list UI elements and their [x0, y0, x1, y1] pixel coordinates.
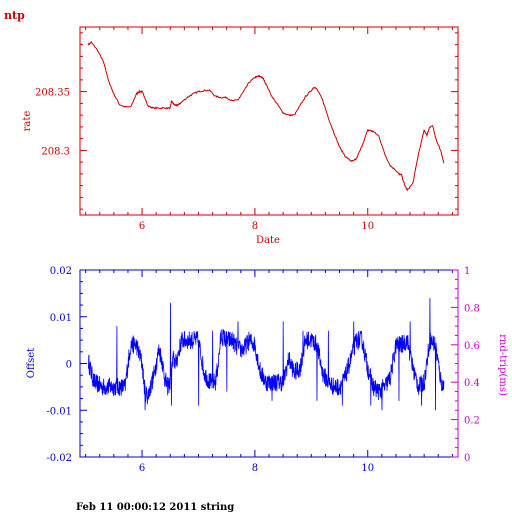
- rate-y-tick-label: 208.35: [35, 88, 70, 99]
- rnd-trip-tick-label: 0.6: [464, 341, 480, 352]
- rate-y-axis-label: rate: [22, 111, 33, 132]
- rate-tick-labels: 6 8 10 208.3 208.35: [35, 88, 374, 232]
- offset-x-tick-label: 10: [361, 463, 374, 474]
- offset-plot-frame: [79, 269, 459, 458]
- rate-x-tick-label: 8: [252, 221, 258, 232]
- offset-y-tick-label: -0.02: [46, 453, 72, 464]
- rate-panel: 6 8 10 208.3 208.35 Date rate: [22, 26, 459, 246]
- offset-y-tick-label: 0: [66, 360, 72, 371]
- rate-x-axis-label: Date: [256, 235, 280, 246]
- offset-panel: 6 8 10 -0.02 -0.01 0 0.01 0.02 0 0.2 0.4 0.6 0.8 1 O…: [26, 266, 508, 474]
- rnd-trip-tick-label: 0.8: [464, 303, 480, 314]
- ntp-header-label: ntp: [4, 9, 25, 22]
- rate-y-tick-label: 208.3: [41, 146, 70, 157]
- rate-series-line: [88, 41, 445, 192]
- offset-axis-ticks: [80, 269, 458, 458]
- rate-axis-ticks: [80, 27, 458, 215]
- rate-x-tick-label: 10: [361, 221, 374, 232]
- offset-y-tick-label: 0.01: [50, 313, 72, 324]
- rate-plot-frame: [79, 26, 459, 216]
- rnd-trip-tick-label: 0.2: [464, 416, 480, 427]
- rnd-trip-tick-labels: 0 0.2 0.4 0.6 0.8 1: [464, 266, 480, 464]
- footer-timestamp: Feb 11 00:00:12 2011 string: [76, 502, 234, 512]
- offset-y-axis-label: Offset: [26, 348, 37, 378]
- rnd-trip-tick-label: 1: [464, 266, 470, 277]
- offset-x-tick-label: 8: [252, 463, 258, 474]
- rnd-trip-y-axis-label: rnd-trip(ms): [497, 334, 508, 396]
- rnd-trip-tick-label: 0: [464, 453, 470, 464]
- rate-x-tick-label: 6: [139, 221, 145, 232]
- offset-x-tick-label: 6: [139, 463, 145, 474]
- rnd-trip-tick-label: 0.4: [464, 378, 480, 389]
- offset-tick-labels: 6 8 10 -0.02 -0.01 0 0.01 0.02: [46, 266, 374, 474]
- offset-series-line: [88, 297, 445, 411]
- offset-y-tick-label: -0.01: [46, 406, 72, 417]
- offset-y-tick-label: 0.02: [50, 266, 72, 277]
